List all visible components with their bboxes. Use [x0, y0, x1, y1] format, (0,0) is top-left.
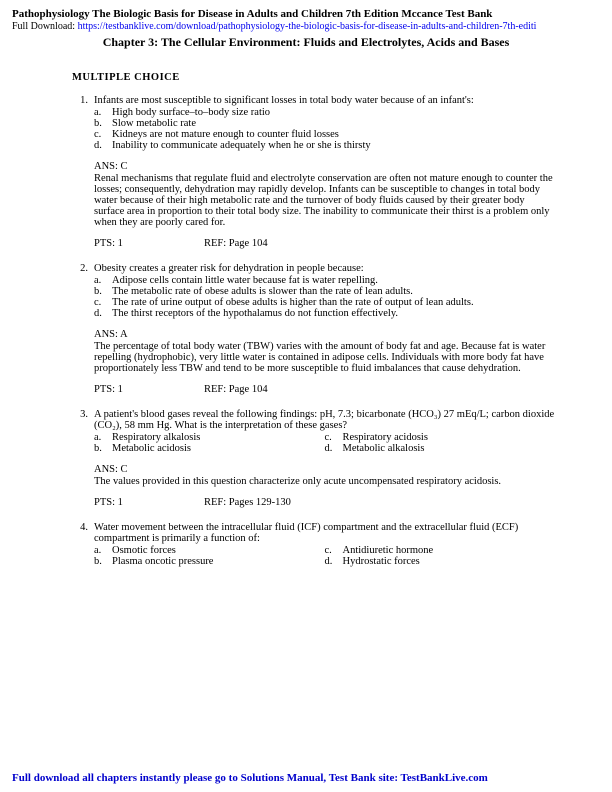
- question: 4.Water movement between the intracellul…: [72, 522, 555, 567]
- explanation: Renal mechanisms that regulate fluid and…: [94, 173, 555, 228]
- question: 2.Obesity creates a greater risk for deh…: [72, 263, 555, 395]
- option-text: High body surface–to–body size ratio: [112, 107, 555, 118]
- option: a.Adipose cells contain little water bec…: [94, 275, 555, 286]
- option: b.Slow metabolic rate: [94, 118, 555, 129]
- option: d.Metabolic alkalosis: [325, 443, 556, 454]
- option: b.Plasma oncotic pressure: [94, 556, 325, 567]
- option-letter: b.: [94, 443, 112, 454]
- explanation: The values provided in this question cha…: [94, 476, 555, 487]
- option-letter: c.: [94, 129, 112, 140]
- option-text: Respiratory acidosis: [343, 432, 556, 443]
- ref: REF: Page 104: [204, 384, 268, 395]
- question-number: 2.: [72, 263, 94, 274]
- option: d.The thirst receptors of the hypothalam…: [94, 308, 555, 319]
- option: d.Inability to communicate adequately wh…: [94, 140, 555, 151]
- option: a.High body surface–to–body size ratio: [94, 107, 555, 118]
- chapter-title: Chapter 3: The Cellular Environment: Flu…: [12, 35, 600, 50]
- option-text: Osmotic forces: [112, 545, 325, 556]
- option-text: The metabolic rate of obese adults is sl…: [112, 286, 555, 297]
- option-letter: d.: [94, 308, 112, 319]
- option-text: Plasma oncotic pressure: [112, 556, 325, 567]
- option-text: Adipose cells contain little water becau…: [112, 275, 555, 286]
- option-text: Metabolic acidosis: [112, 443, 325, 454]
- answer-line: ANS: C: [94, 464, 555, 475]
- option-text: The rate of urine output of obese adults…: [112, 297, 555, 308]
- option: c.The rate of urine output of obese adul…: [94, 297, 555, 308]
- option-letter: b.: [94, 118, 112, 129]
- option-text: Metabolic alkalosis: [343, 443, 556, 454]
- pts: PTS: 1: [94, 238, 204, 249]
- question-number: 3.: [72, 409, 94, 431]
- option-text: Antidiuretic hormone: [343, 545, 556, 556]
- answer-line: ANS: A: [94, 329, 555, 340]
- option: c.Antidiuretic hormone: [325, 545, 556, 556]
- ref: REF: Pages 129-130: [204, 497, 291, 508]
- explanation: The percentage of total body water (TBW)…: [94, 341, 555, 374]
- content-area: MULTIPLE CHOICE 1.Infants are most susce…: [12, 72, 600, 567]
- option: d.Hydrostatic forces: [325, 556, 556, 567]
- option-letter: a.: [94, 107, 112, 118]
- option-letter: d.: [325, 443, 343, 454]
- option: a.Osmotic forces: [94, 545, 325, 556]
- option-text: The thirst receptors of the hypothalamus…: [112, 308, 555, 319]
- option-letter: a.: [94, 545, 112, 556]
- option-letter: c.: [325, 432, 343, 443]
- option-letter: c.: [325, 545, 343, 556]
- download-line: Full Download: https://testbanklive.com/…: [12, 21, 600, 32]
- download-link[interactable]: https://testbanklive.com/download/pathop…: [78, 21, 537, 32]
- question-stem: Obesity creates a greater risk for dehyd…: [94, 263, 555, 274]
- option-letter: b.: [94, 286, 112, 297]
- pts: PTS: 1: [94, 384, 204, 395]
- option-letter: d.: [94, 140, 112, 151]
- pts: PTS: 1: [94, 497, 204, 508]
- question-number: 4.: [72, 522, 94, 544]
- option-text: Slow metabolic rate: [112, 118, 555, 129]
- option-text: Kidneys are not mature enough to counter…: [112, 129, 555, 140]
- option-letter: b.: [94, 556, 112, 567]
- answer-line: ANS: C: [94, 161, 555, 172]
- option: b.Metabolic acidosis: [94, 443, 325, 454]
- option: a.Respiratory alkalosis: [94, 432, 325, 443]
- question-stem: A patient's blood gases reveal the follo…: [94, 409, 555, 431]
- option-letter: a.: [94, 275, 112, 286]
- option-text: Inability to communicate adequately when…: [112, 140, 555, 151]
- footer-text: Full download all chapters instantly ple…: [12, 772, 488, 784]
- option-letter: d.: [325, 556, 343, 567]
- question-number: 1.: [72, 95, 94, 106]
- option-letter: a.: [94, 432, 112, 443]
- question: 3.A patient's blood gases reveal the fol…: [72, 409, 555, 508]
- section-header: MULTIPLE CHOICE: [72, 72, 555, 83]
- option-text: Hydrostatic forces: [343, 556, 556, 567]
- ref: REF: Page 104: [204, 238, 268, 249]
- question-stem: Water movement between the intracellular…: [94, 522, 555, 544]
- doc-title: Pathophysiology The Biologic Basis for D…: [12, 8, 600, 20]
- question: 1.Infants are most susceptible to signif…: [72, 95, 555, 249]
- question-stem: Infants are most susceptible to signific…: [94, 95, 555, 106]
- option-letter: c.: [94, 297, 112, 308]
- option-text: Respiratory alkalosis: [112, 432, 325, 443]
- option: b.The metabolic rate of obese adults is …: [94, 286, 555, 297]
- download-label: Full Download:: [12, 21, 78, 32]
- option: c.Kidneys are not mature enough to count…: [94, 129, 555, 140]
- option: c.Respiratory acidosis: [325, 432, 556, 443]
